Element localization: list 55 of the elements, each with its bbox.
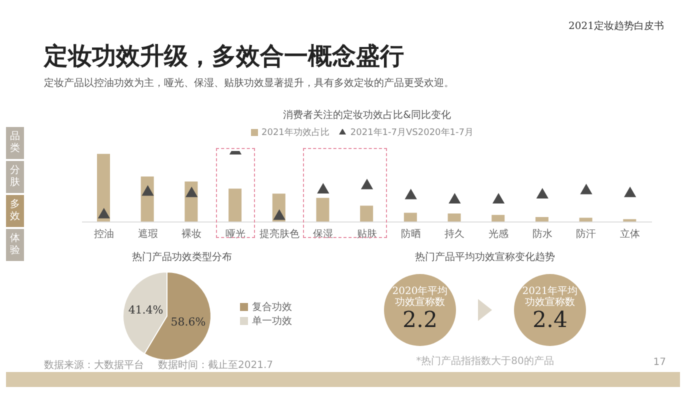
text: 17 (653, 357, 666, 368)
point (317, 183, 330, 194)
point (360, 178, 374, 190)
data-label: 2.4 (532, 308, 568, 334)
bar (316, 198, 330, 222)
text: 热门产品平均功效宣称变化趋势 (414, 250, 556, 264)
point (186, 186, 198, 198)
bar (535, 217, 548, 222)
point (404, 188, 417, 200)
bar (228, 188, 242, 222)
bar (97, 154, 110, 222)
point (492, 192, 505, 204)
bar (579, 218, 592, 222)
x-tick-label: 提亮肤色 (259, 228, 300, 240)
point (448, 192, 461, 204)
data-label: 58.6% (170, 315, 206, 328)
x-tick-label: 持久 (444, 228, 465, 240)
point (98, 208, 110, 218)
text: 2021定妆趋势白皮书 (568, 20, 664, 33)
bar (360, 206, 374, 222)
data-label: 2.2 (402, 308, 438, 334)
x-tick-label: 防晒 (400, 228, 421, 240)
point (624, 186, 636, 198)
x-tick-label: 控油 (94, 228, 114, 240)
x-tick-label: 裸妆 (182, 228, 202, 240)
bar (492, 214, 505, 222)
bar (448, 213, 461, 222)
tab: 品类 (6, 127, 24, 159)
x-tick-label: 防汗 (576, 228, 596, 240)
point (273, 209, 286, 220)
data-label: 41.4% (128, 304, 164, 317)
tab: 体验 (6, 229, 24, 261)
text: *热门产品指指数大于80的产品 (415, 354, 555, 368)
tab: 多效 (6, 195, 24, 227)
source-note: 数据来源：大数据平台 (44, 360, 144, 371)
legend-label: 2021年1-7月VS2020年1-7月 (350, 128, 474, 138)
bar (404, 212, 417, 222)
point (580, 184, 592, 194)
point (536, 188, 548, 199)
x-tick-label: 立体 (620, 228, 640, 240)
legend-label: 单一功效 (252, 316, 292, 327)
text: 定妆功效升级，多效合一概念盛行 (44, 40, 404, 72)
tab: 分肤 (6, 161, 24, 193)
legend-label: 复合功效 (252, 302, 292, 313)
text: 数据时间：截止至2021.7 (158, 360, 273, 371)
text: 定妆产品以控油功效为主，哑光、保湿、贴肤功效显著提升，具有多效定妆的产品更受欢迎。 (44, 76, 454, 90)
category-label: 2021年平均功效宣称数 (522, 286, 578, 308)
chart-title: 消费者关注的定妆功效占比&同比变化 (282, 108, 452, 122)
x-tick-label: 光感 (488, 228, 509, 240)
point (142, 185, 154, 196)
category-label: 2020年平均功效宣称数 (392, 286, 448, 308)
legend-label: 2021年功效占比 (262, 128, 330, 138)
chart-title: 热门产品功效类型分布 (131, 250, 233, 264)
x-tick-label: 遮瑕 (138, 228, 158, 240)
x-tick-label: 防水 (532, 228, 552, 240)
